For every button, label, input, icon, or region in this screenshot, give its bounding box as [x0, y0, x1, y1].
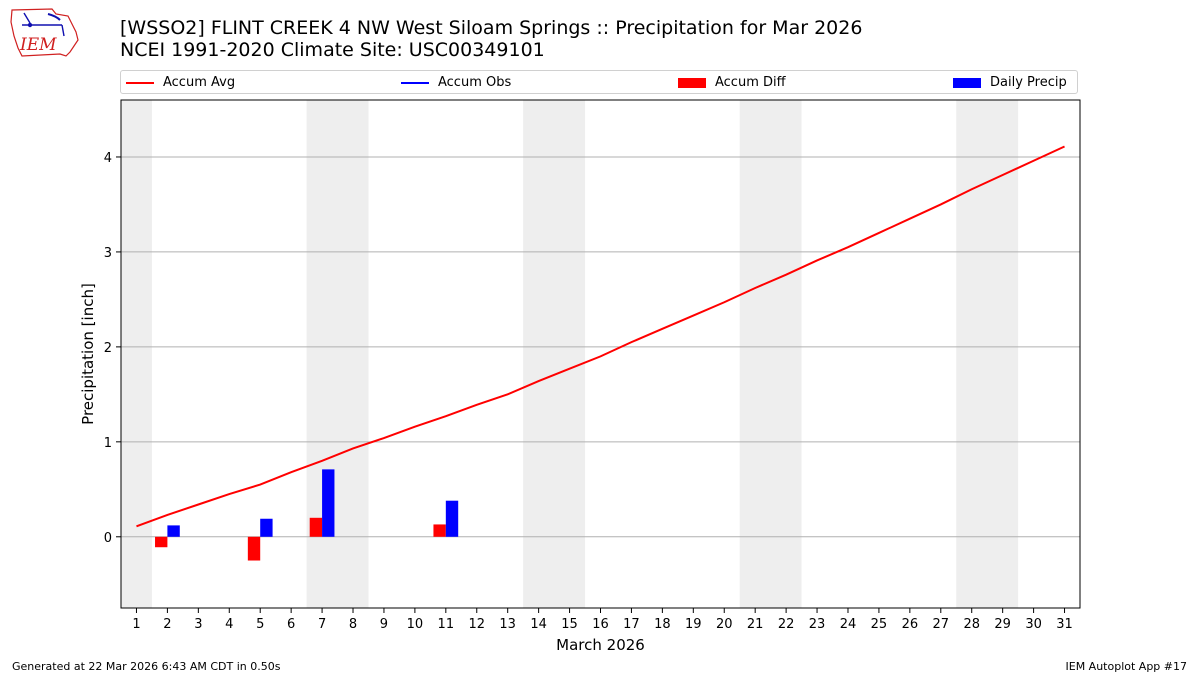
- x-axis-label: March 2026: [556, 636, 645, 654]
- legend-item-daily-precip: Daily Precip: [953, 74, 1067, 92]
- legend-item-accum-diff: Accum Diff: [678, 74, 786, 92]
- x-tick-label: 1: [132, 617, 140, 632]
- iem-logo: IEM: [10, 8, 79, 57]
- y-axis-label: Precipitation [inch]: [79, 283, 97, 425]
- legend: Accum Avg Accum Obs Accum Diff Daily Pre…: [120, 70, 1078, 94]
- weekend-band: [739, 100, 802, 608]
- weekend-band: [121, 100, 152, 608]
- bar-daily-precip: [167, 525, 180, 537]
- legend-item-accum-avg: Accum Avg: [126, 74, 235, 92]
- x-tick-label: 10: [407, 617, 424, 632]
- x-tick-label: 9: [380, 617, 388, 632]
- x-tick-label: 25: [871, 617, 888, 632]
- chart-subtitle: NCEI 1991-2020 Climate Site: USC00349101: [120, 39, 545, 61]
- x-tick-label: 16: [592, 617, 609, 632]
- x-tick-label: 30: [1025, 617, 1042, 632]
- weekend-band: [956, 100, 1019, 608]
- x-tick-label: 26: [902, 617, 919, 632]
- x-tick-label: 18: [654, 617, 671, 632]
- x-tick-label: 22: [778, 617, 795, 632]
- bar-daily-precip: [260, 518, 273, 537]
- bar-accum-diff: [247, 536, 261, 561]
- x-tick-label: 27: [933, 617, 950, 632]
- footer-app: IEM Autoplot App #17: [1065, 660, 1188, 673]
- bar-daily-precip: [445, 500, 459, 537]
- bar-accum-diff: [433, 524, 446, 537]
- legend-label: Accum Avg: [163, 75, 236, 90]
- legend-item-accum-obs: Accum Obs: [401, 74, 511, 92]
- bar-daily-precip: [322, 469, 335, 537]
- lines: [136, 145, 1065, 528]
- x-tick-label: 24: [840, 617, 857, 632]
- x-tick-label: 21: [747, 617, 764, 632]
- bars: [155, 469, 459, 561]
- x-tick-label: 14: [530, 617, 547, 632]
- x-tick-label: 12: [468, 617, 485, 632]
- x-tick-label: 20: [716, 617, 733, 632]
- legend-swatch: [126, 81, 154, 84]
- y-tick-label: 0: [104, 531, 112, 546]
- gridlines: [121, 156, 1080, 538]
- x-tick-label: 29: [994, 617, 1011, 632]
- x-tick-label: 4: [225, 617, 233, 632]
- x-tick-label: 19: [685, 617, 702, 632]
- bar-accum-diff: [309, 517, 323, 537]
- x-tick-label: 23: [809, 617, 826, 632]
- bar-accum-diff: [155, 536, 168, 548]
- weekend-band: [523, 100, 586, 608]
- x-tick-label: 28: [963, 617, 980, 632]
- legend-label: Accum Obs: [438, 75, 512, 90]
- svg-text:IEM: IEM: [19, 35, 57, 55]
- legend-swatch: [678, 77, 706, 88]
- legend-label: Daily Precip: [990, 75, 1067, 90]
- x-tick-label: 17: [623, 617, 640, 632]
- chart-title: [WSSO2] FLINT CREEK 4 NW West Siloam Spr…: [120, 17, 863, 39]
- y-tick-label: 3: [104, 246, 112, 261]
- legend-label: Accum Diff: [715, 75, 786, 90]
- weekend-shading: [121, 100, 1019, 608]
- legend-swatch: [401, 81, 429, 84]
- x-tick-label: 13: [499, 617, 516, 632]
- y-tick-label: 2: [104, 341, 112, 356]
- x-tick-label: 3: [194, 617, 202, 632]
- legend-swatch: [953, 77, 981, 88]
- x-tick-label: 5: [256, 617, 264, 632]
- x-tick-label: 6: [287, 617, 295, 632]
- x-tick-label: 15: [561, 617, 578, 632]
- x-tick-label: 31: [1056, 617, 1073, 632]
- x-tick-label: 11: [438, 617, 455, 632]
- y-tick-label: 4: [104, 151, 112, 166]
- y-tick-label: 1: [104, 436, 112, 451]
- x-tick-label: 8: [349, 617, 357, 632]
- x-tick-label: 2: [163, 617, 171, 632]
- line-accum-avg: [136, 145, 1065, 528]
- x-tick-label: 7: [318, 617, 326, 632]
- footer-generated: Generated at 22 Mar 2026 6:43 AM CDT in …: [12, 660, 281, 673]
